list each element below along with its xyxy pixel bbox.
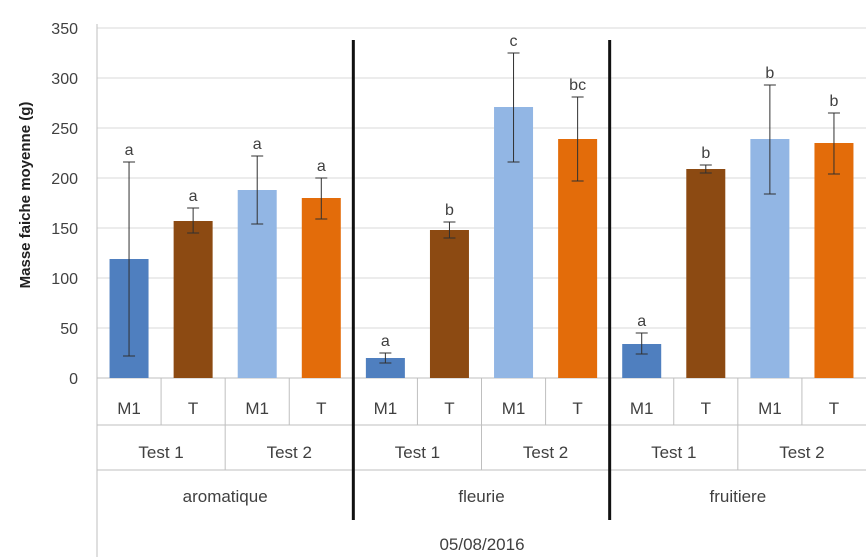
- significance-letter: b: [830, 93, 839, 110]
- bar: [429, 230, 469, 378]
- x-category-label: M1: [630, 399, 654, 418]
- x-category-label: M1: [758, 399, 782, 418]
- bar: [173, 221, 213, 378]
- significance-letter: a: [125, 142, 134, 159]
- x-category-label: T: [444, 399, 454, 418]
- significance-letter: c: [510, 33, 518, 50]
- significance-letter: bc: [569, 77, 586, 94]
- x-category-label: T: [829, 399, 839, 418]
- x-test-label: Test 1: [138, 443, 183, 462]
- bar: [686, 169, 726, 378]
- x-test-label: Test 1: [651, 443, 696, 462]
- date-label: 05/08/2016: [439, 535, 524, 554]
- bar: [365, 358, 405, 378]
- x-group-label: fleurie: [458, 487, 504, 506]
- x-group-label: fruitiere: [709, 487, 766, 506]
- x-group-label: aromatique: [183, 487, 268, 506]
- significance-letter: b: [445, 202, 454, 219]
- x-test-label: Test 1: [395, 443, 440, 462]
- y-axis-label: Masse faiche moyenne (g): [17, 102, 34, 289]
- significance-letter: b: [765, 65, 774, 82]
- gridlines: [97, 27, 866, 329]
- significance-letter: a: [253, 136, 262, 153]
- y-tick-label: 50: [60, 321, 78, 338]
- y-tick-label: 300: [51, 71, 78, 88]
- x-category-label: T: [572, 399, 582, 418]
- y-tick-label: 150: [51, 221, 78, 238]
- bar: [301, 198, 341, 378]
- group-separators: [351, 40, 612, 520]
- x-test-label: Test 2: [779, 443, 824, 462]
- bar: [814, 143, 854, 378]
- x-category-label: M1: [374, 399, 398, 418]
- x-category-label: T: [188, 399, 198, 418]
- y-tick-label: 250: [51, 121, 78, 138]
- y-tick-label: 100: [51, 271, 78, 288]
- significance-letter: a: [317, 158, 326, 175]
- y-tick-label: 200: [51, 171, 78, 188]
- x-category-label: T: [316, 399, 326, 418]
- x-test-label: Test 2: [267, 443, 312, 462]
- significance-letter: a: [381, 333, 390, 350]
- x-category-label: T: [701, 399, 711, 418]
- error-bars: [123, 52, 840, 364]
- bars: [109, 107, 854, 378]
- y-tick-labels: 0 50 100 150 200 250 300 350: [51, 21, 78, 388]
- significance-letter: a: [637, 313, 646, 330]
- significance-letter: b: [701, 145, 710, 162]
- x-category-label: M1: [245, 399, 269, 418]
- x-category-label: M1: [117, 399, 141, 418]
- x-category-label: M1: [502, 399, 526, 418]
- x-axis-categories: M1 T M1 T M1 T M1 T M1 T M1 T Test 1 Test 2 Test 1 Test…: [97, 378, 866, 506]
- y-tick-label: 0: [69, 371, 78, 388]
- significance-letter: a: [189, 188, 198, 205]
- y-tick-label: 350: [51, 21, 78, 38]
- x-test-label: Test 2: [523, 443, 568, 462]
